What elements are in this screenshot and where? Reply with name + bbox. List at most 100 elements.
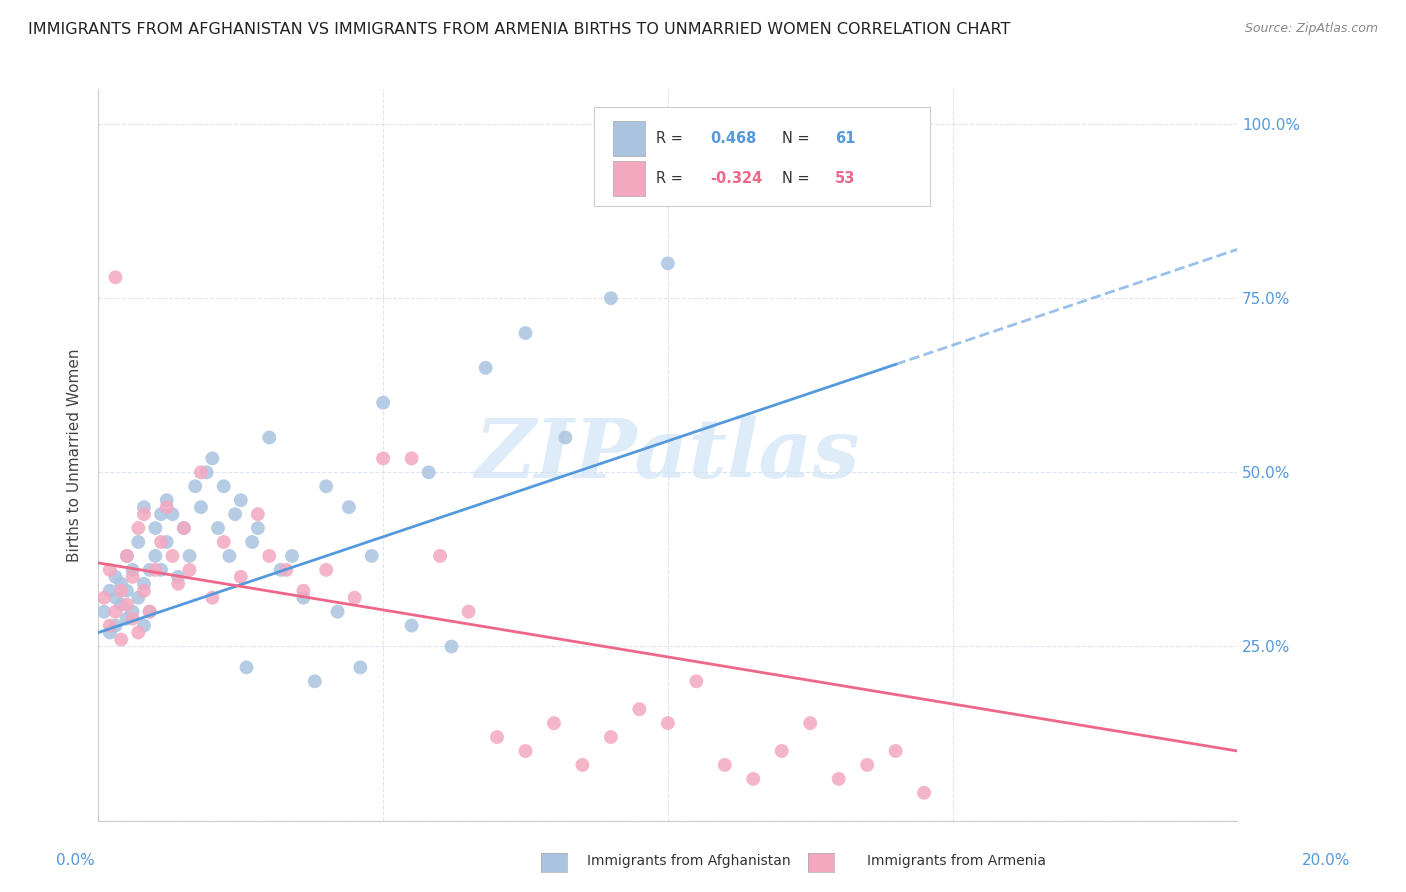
Point: [127, 591, 149, 605]
Text: 53: 53: [835, 171, 856, 186]
Text: ZIPatlas: ZIPatlas: [475, 415, 860, 495]
Point: [93, 605, 115, 619]
Point: [212, 535, 235, 549]
Text: Immigrants from Armenia: Immigrants from Armenia: [866, 854, 1046, 868]
Point: [246, 507, 269, 521]
Point: [93, 591, 115, 605]
Point: [150, 507, 173, 521]
Point: [276, 563, 298, 577]
Point: [349, 660, 371, 674]
Point: [259, 549, 281, 563]
Y-axis label: Births to Unmarried Women: Births to Unmarried Women: [67, 348, 83, 562]
Point: [207, 521, 229, 535]
Point: [856, 758, 879, 772]
Point: [104, 270, 127, 285]
Point: [304, 674, 326, 689]
Point: [156, 500, 179, 515]
Text: Source: ZipAtlas.com: Source: ZipAtlas.com: [1244, 22, 1378, 36]
Point: [281, 549, 304, 563]
Point: [98, 563, 121, 577]
Point: [98, 618, 121, 632]
Text: N =: N =: [782, 131, 814, 146]
Point: [167, 576, 190, 591]
Point: [600, 730, 623, 744]
Point: [429, 549, 451, 563]
Point: [190, 500, 212, 515]
Point: [229, 493, 252, 508]
Point: [201, 591, 224, 605]
Point: [110, 576, 132, 591]
Point: [190, 466, 212, 480]
Point: [373, 451, 395, 466]
Point: [115, 549, 138, 563]
Point: [104, 591, 127, 605]
Point: [742, 772, 765, 786]
Text: 61: 61: [835, 131, 856, 146]
Point: [156, 493, 179, 508]
Point: [104, 570, 127, 584]
Point: [195, 466, 218, 480]
Point: [315, 479, 337, 493]
Point: [104, 605, 127, 619]
Point: [110, 632, 132, 647]
Point: [543, 716, 565, 731]
Point: [343, 591, 366, 605]
Point: [657, 256, 679, 270]
Point: [714, 758, 737, 772]
Point: [145, 549, 167, 563]
Point: [259, 430, 281, 444]
Point: [173, 521, 195, 535]
Point: [201, 451, 224, 466]
Point: [145, 563, 167, 577]
Point: [401, 618, 423, 632]
Point: [115, 598, 138, 612]
Point: [373, 395, 395, 409]
Point: [229, 570, 252, 584]
Point: [292, 583, 315, 598]
Point: [150, 563, 173, 577]
Bar: [613, 161, 645, 196]
Point: [145, 521, 167, 535]
Point: [138, 605, 160, 619]
Text: 0.0%: 0.0%: [56, 854, 96, 868]
Point: [326, 605, 349, 619]
Point: [240, 535, 263, 549]
Point: [162, 549, 184, 563]
Point: [360, 549, 382, 563]
Point: [98, 583, 121, 598]
Point: [110, 583, 132, 598]
Point: [127, 625, 149, 640]
Point: [912, 786, 935, 800]
Point: [292, 591, 315, 605]
Point: [554, 430, 576, 444]
Point: [179, 563, 201, 577]
Point: [121, 570, 143, 584]
Point: [600, 291, 623, 305]
Point: [104, 618, 127, 632]
Point: [828, 772, 851, 786]
Point: [515, 744, 537, 758]
Point: [132, 500, 155, 515]
Point: [150, 535, 173, 549]
Point: [218, 549, 240, 563]
Point: [132, 618, 155, 632]
Point: [685, 674, 707, 689]
Point: [440, 640, 463, 654]
Point: [884, 744, 907, 758]
Point: [127, 535, 149, 549]
Point: [571, 758, 593, 772]
Point: [138, 563, 160, 577]
Point: [98, 625, 121, 640]
Point: [162, 507, 184, 521]
Point: [179, 549, 201, 563]
Text: -0.324: -0.324: [710, 171, 762, 186]
Point: [401, 451, 423, 466]
Point: [132, 583, 155, 598]
Point: [132, 507, 155, 521]
Point: [474, 360, 496, 375]
Point: [515, 326, 537, 340]
Point: [115, 612, 138, 626]
Point: [121, 563, 143, 577]
Bar: [613, 121, 645, 156]
Point: [115, 583, 138, 598]
